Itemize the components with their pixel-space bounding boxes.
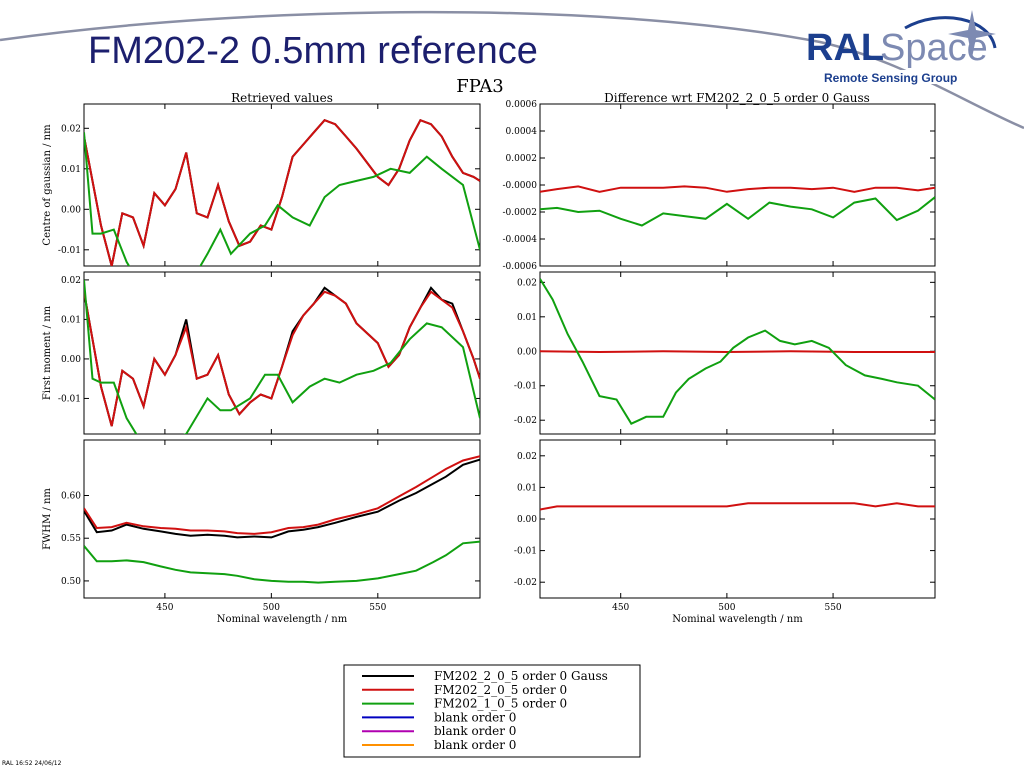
y-tick-label: 0.60 (61, 492, 81, 502)
series-line-1 (540, 278, 935, 425)
plot-frame (539, 439, 936, 599)
legend-label: blank order 0 (434, 710, 516, 724)
y-tick-label: 0.01 (517, 483, 537, 493)
y-axis-label: FWHM / nm (42, 488, 53, 550)
panel-diff_first_moment: -0.02 -0.01 0.00 0.01 0.02 (514, 271, 936, 435)
col-title-left: Retrieved values (231, 91, 333, 105)
plot-frame (539, 103, 936, 267)
series-line-1 (540, 196, 935, 227)
panel-centre: -0.01 0.00 0.01 0.02 Centre of gaussian / nm (42, 103, 481, 267)
y-tick-label: -0.01 (514, 547, 537, 557)
y-tick-label: -0.0002 (502, 208, 537, 218)
y-tick-label: -0.01 (514, 382, 537, 392)
y-tick-label: -0.02 (514, 416, 537, 426)
panel-diff_fwhm: -0.02 -0.01 0.00 0.01 0.02 450 500 550 Nominal w… (514, 439, 936, 625)
slide-title: FM202-2 0.5mm reference (88, 30, 538, 72)
series-line-1 (84, 118, 480, 266)
star-icon (948, 10, 996, 58)
y-tick-label: 0.02 (61, 124, 81, 134)
figure-title: FPA3 (456, 76, 503, 97)
y-axis-label: First moment / nm (42, 305, 53, 400)
y-tick-label: 0.02 (517, 452, 537, 462)
y-tick-label: 0.02 (61, 276, 81, 286)
plot-frame (83, 271, 481, 435)
y-tick-label: -0.0000 (502, 181, 537, 191)
y-tick-label: -0.01 (58, 246, 81, 256)
series-line-0 (540, 502, 935, 511)
x-tick-label: 500 (718, 603, 735, 613)
y-tick-label: 0.02 (517, 278, 537, 288)
series-line-2 (84, 540, 480, 584)
series-line-0 (540, 350, 935, 354)
legend-label: blank order 0 (434, 724, 516, 738)
y-tick-label: 0.01 (517, 313, 537, 323)
plot-frame (83, 439, 481, 599)
legend-label: FM202_2_0_5 order 0 (434, 683, 567, 697)
y-tick-label: -0.0004 (502, 235, 537, 245)
y-axis-label: Centre of gaussian / nm (42, 124, 53, 246)
x-tick-label: 500 (263, 603, 280, 613)
svg-text:RAL: RAL (806, 27, 884, 69)
plot-frame (83, 103, 481, 267)
series-line-0 (84, 458, 480, 539)
legend-label: blank order 0 (434, 738, 516, 752)
y-tick-label: 0.0004 (506, 127, 538, 137)
y-tick-label: -0.0006 (502, 262, 537, 272)
x-axis-label: Nominal wavelength / nm (672, 614, 803, 625)
panel-diff_centre: -0.0006 -0.0004 -0.0002 -0.0000 0.0002 0.0004… (502, 100, 936, 272)
y-tick-label: 0.01 (61, 165, 81, 175)
y-tick-label: 0.00 (61, 205, 81, 215)
plot-frame (539, 271, 936, 435)
legend-box (343, 664, 641, 758)
x-tick-label: 550 (369, 603, 386, 613)
x-axis-label: Nominal wavelength / nm (217, 614, 348, 625)
panel-first_moment: -0.01 0.00 0.01 0.02 First moment / nm (42, 271, 481, 435)
y-tick-label: 0.01 (61, 315, 81, 325)
footer-stamp: RAL 16:52 24/06/12 (2, 760, 62, 767)
y-tick-label: -0.01 (58, 394, 81, 404)
y-tick-label: 0.00 (61, 355, 81, 365)
panel-fwhm: 0.50 0.55 0.60 450 500 550 FWHM / nm Nominal wa… (42, 439, 481, 625)
y-tick-label: 0.0002 (506, 154, 538, 164)
series-line-1 (84, 290, 480, 427)
ral-space-logo: RAL Space Remote Sensing Group (800, 10, 997, 85)
series-line-2 (84, 132, 480, 266)
x-tick-label: 550 (824, 603, 841, 613)
y-tick-label: 0.00 (517, 347, 537, 357)
x-tick-label: 450 (612, 603, 629, 613)
y-tick-label: 0.0006 (506, 100, 538, 110)
y-tick-label: 0.50 (61, 577, 81, 587)
legend-label: FM202_1_0_5 order 0 (434, 697, 567, 711)
panels-layer: -0.01 0.00 0.01 0.02 Centre of gaussian / nm… (42, 100, 936, 625)
series-line-0 (540, 185, 935, 193)
legend-label: FM202_2_0_5 order 0 Gauss (434, 669, 608, 683)
series-line-2 (84, 279, 480, 434)
y-tick-label: -0.02 (514, 578, 537, 588)
x-tick-label: 450 (156, 603, 173, 613)
col-title-right: Difference wrt FM202_2_0_5 order 0 Gauss (604, 91, 870, 105)
series-line-1 (84, 455, 480, 535)
logo-subtitle: Remote Sensing Group (824, 71, 957, 85)
y-tick-label: 0.55 (61, 534, 81, 544)
y-tick-label: 0.00 (517, 515, 537, 525)
